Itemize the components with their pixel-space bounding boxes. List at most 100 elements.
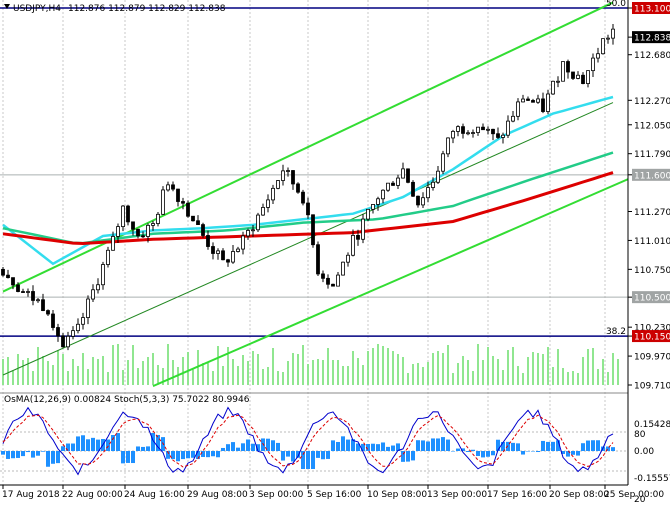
candle-body <box>296 183 300 193</box>
candle-body <box>606 37 610 40</box>
osma-bar <box>96 439 100 451</box>
price-candles <box>1 23 615 351</box>
time-label[interactable]: 3 Sep 00:00 <box>249 490 304 500</box>
price-label[interactable]: 110.750 <box>634 266 670 276</box>
osma-bar <box>296 451 300 458</box>
price-label[interactable]: 111.600 <box>634 171 670 181</box>
osma-bar <box>386 446 390 451</box>
price-label[interactable]: 113.100 <box>634 5 670 15</box>
candle-body <box>36 299 40 302</box>
osma-bar <box>391 445 395 451</box>
candle-body <box>536 98 540 103</box>
osma-bar <box>476 451 480 456</box>
osma-bar <box>461 448 465 451</box>
price-label[interactable]: 111.270 <box>634 208 670 218</box>
candle-body <box>236 248 240 252</box>
candle-body <box>231 251 235 263</box>
candle-body <box>11 277 15 286</box>
osma-bar <box>416 440 420 451</box>
osma-bar <box>376 444 380 451</box>
osma-bar <box>561 451 565 454</box>
price-label[interactable]: 112.050 <box>634 121 670 131</box>
osma-bar <box>106 439 110 451</box>
price-label[interactable]: 112.838 <box>634 34 670 44</box>
candle-body <box>161 189 165 215</box>
candle-body <box>261 207 265 216</box>
candle-body <box>31 291 35 301</box>
osma-bar <box>421 440 425 451</box>
price-axis[interactable]: 113.100 112.838 112.680 112.270 112.050 111.7… <box>606 0 670 392</box>
osma-bar <box>371 443 375 451</box>
time-label[interactable]: 22 Aug 00:00 <box>62 490 123 500</box>
time-label[interactable]: 20 Sep 08:00 <box>549 490 609 500</box>
price-label[interactable]: 112.270 <box>634 97 670 107</box>
osma-bar <box>126 451 130 463</box>
candle-body <box>501 134 505 138</box>
osma-bar <box>441 437 445 451</box>
osma-bar <box>321 451 325 460</box>
candle-body <box>106 249 110 265</box>
osma-bar <box>356 443 360 451</box>
candle-body <box>451 131 455 139</box>
osma-bar <box>191 451 195 458</box>
price-axis-background <box>628 0 670 505</box>
candle-body <box>491 128 495 135</box>
osma-bar <box>381 442 385 451</box>
osma-bar <box>301 451 305 469</box>
price-label[interactable]: 110.230 <box>634 324 670 334</box>
osma-bar <box>196 451 200 460</box>
stoch-signal-line <box>2 414 614 468</box>
candle-body <box>256 214 260 231</box>
price-label[interactable]: 111.010 <box>634 237 670 247</box>
candle-body <box>1 268 5 276</box>
candle-body <box>541 98 545 112</box>
osma-bar <box>231 442 235 451</box>
osma-bar <box>546 441 550 451</box>
price-tag-background <box>632 168 670 181</box>
time-label[interactable]: 17 Aug 2018 <box>2 490 60 500</box>
candle-body <box>281 170 285 181</box>
indicator-window[interactable] <box>0 406 628 476</box>
candle-body <box>16 284 20 292</box>
time-label[interactable]: 25 Sep 00:00 <box>604 490 664 500</box>
osma-bar <box>131 451 135 464</box>
time-label[interactable]: 13 Sep 00:00 <box>427 490 487 500</box>
time-label[interactable]: 10 Sep 08:00 <box>367 490 427 500</box>
time-axis[interactable]: 17 Aug 2018 22 Aug 00:00 24 Aug 16:00 29 Au… <box>2 485 664 500</box>
candle-body <box>601 38 605 55</box>
osma-bar <box>66 443 70 451</box>
osma-bar <box>41 451 45 452</box>
price-label[interactable]: 109.710 <box>634 382 670 392</box>
time-label[interactable]: 29 Aug 08:00 <box>187 490 248 500</box>
price-label[interactable]: 111.790 <box>634 150 670 160</box>
candle-body <box>531 100 535 103</box>
price-label[interactable]: 109.970 <box>634 353 670 363</box>
osma-bar <box>76 436 80 451</box>
price-label[interactable]: 112.680 <box>634 51 670 61</box>
osma-bar <box>306 451 310 469</box>
osma-bar <box>226 444 230 451</box>
osma-bar <box>61 446 65 451</box>
price-label[interactable]: 110.150 <box>634 333 670 343</box>
candle-body <box>221 250 225 261</box>
candle-body <box>431 181 435 188</box>
osma-bar <box>116 433 120 451</box>
candle-body <box>171 184 175 190</box>
time-label[interactable]: 24 Aug 16:00 <box>124 490 185 500</box>
candle-body <box>446 137 450 155</box>
price-label[interactable]: 110.500 <box>634 294 670 304</box>
time-label[interactable]: 17 Sep 16:00 <box>487 490 547 500</box>
osma-bar <box>491 451 495 456</box>
candle-body <box>436 170 440 183</box>
channel-lower-line[interactable] <box>152 173 639 388</box>
osma-bar <box>361 443 365 451</box>
candle-body <box>461 126 465 134</box>
time-label[interactable]: 5 Sep 16:00 <box>307 490 362 500</box>
osma-bar <box>86 439 90 451</box>
candle-body <box>576 74 580 79</box>
candle-body <box>46 310 50 315</box>
osma-bar <box>401 451 405 462</box>
candle-body <box>191 215 195 222</box>
channel-mid-line[interactable] <box>2 102 614 376</box>
